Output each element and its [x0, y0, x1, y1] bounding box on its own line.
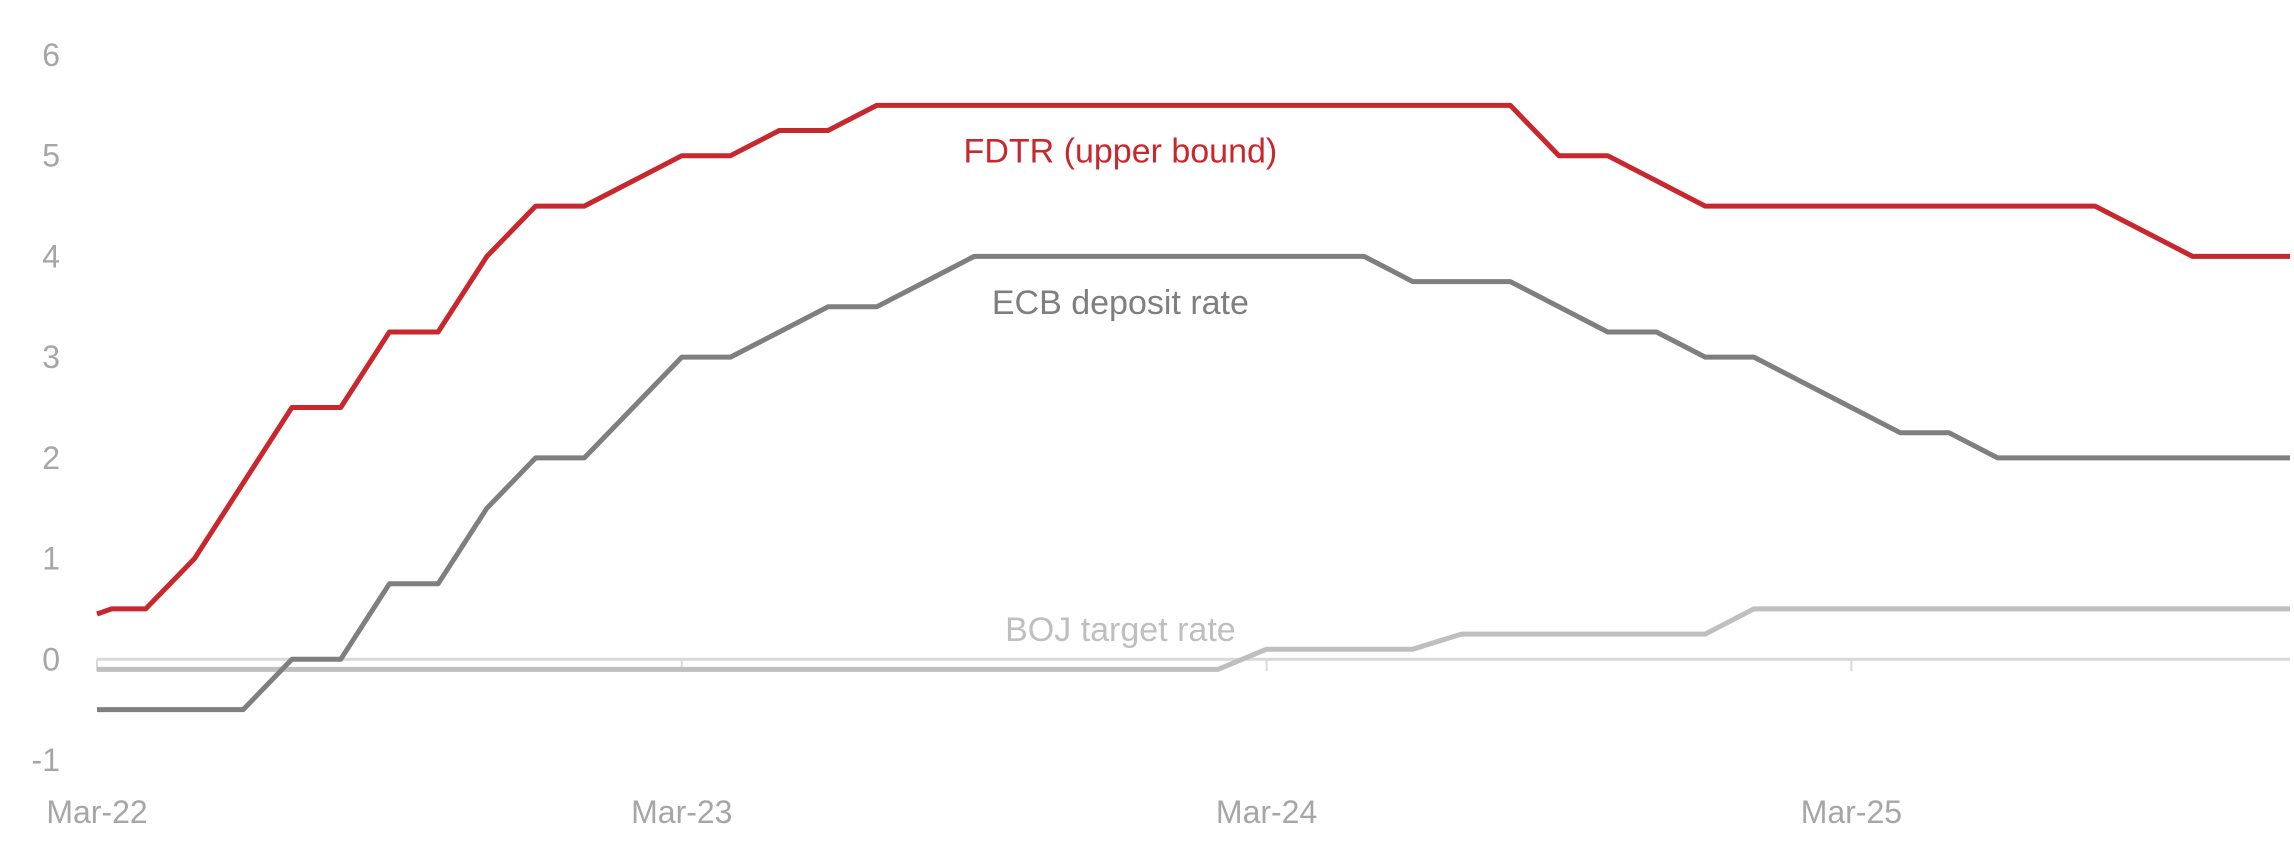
- y-tick-label: 4: [42, 238, 60, 274]
- y-tick-label: 3: [42, 339, 60, 375]
- series-label-0: FDTR (upper bound): [964, 133, 1278, 171]
- x-tick-label: Mar-23: [631, 794, 732, 830]
- y-tick-label: 5: [42, 138, 60, 174]
- x-tick-label: Mar-24: [1216, 794, 1317, 830]
- series-line-1: [97, 253, 2290, 713]
- x-tick-label: Mar-22: [46, 794, 147, 830]
- series-label-2: BOJ target rate: [1005, 611, 1236, 649]
- y-tick-label: 0: [42, 641, 60, 677]
- y-tick-label: 6: [42, 37, 60, 73]
- series-line-2: [97, 606, 2290, 672]
- series-lines: [96, 102, 2290, 713]
- y-axis-tick-labels: 6 5 4 3 2 1 0 -1: [32, 37, 60, 778]
- series-labels: FDTR (upper bound) ECB deposit rate BOJ ta…: [964, 133, 1278, 649]
- series-line-0: [96, 102, 2290, 617]
- y-tick-label: 1: [42, 541, 60, 577]
- y-tick-label: 2: [42, 440, 60, 476]
- x-tick-label: Mar-25: [1801, 794, 1902, 830]
- x-axis: Mar-22 Mar-23 Mar-24 Mar-25: [46, 657, 2290, 830]
- series-label-1: ECB deposit rate: [992, 284, 1249, 322]
- y-tick-label: -1: [32, 742, 60, 778]
